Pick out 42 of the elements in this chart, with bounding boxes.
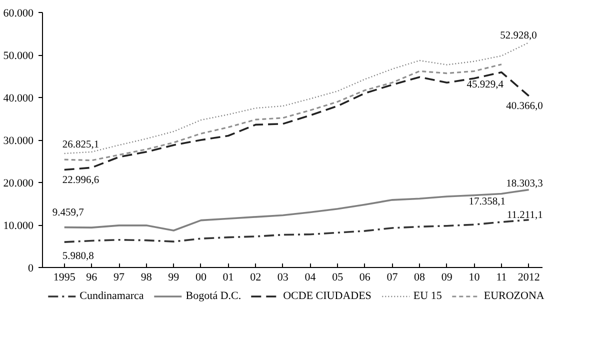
x-tick-label: 00: [195, 272, 207, 284]
annotation: 18.303,3: [506, 178, 543, 190]
legend-label: EUROZONA: [484, 290, 544, 302]
y-tick-label: 10.000: [3, 220, 34, 232]
line-series: [64, 64, 502, 162]
x-tick-label: 02: [250, 272, 262, 284]
x-tick-label: 06: [359, 272, 371, 284]
x-tick-label: 07: [386, 272, 398, 284]
x-tick-label: 2012: [518, 272, 540, 284]
legend-label: OCDE CIUDADES: [283, 290, 372, 302]
x-tick-label: 11: [496, 272, 507, 284]
x-tick-label: 10: [468, 272, 480, 284]
x-tick-label: 03: [277, 272, 289, 284]
x-tick-label: 01: [222, 272, 234, 284]
x-tick-label: 05: [332, 272, 344, 284]
annotation: 11.211,1: [506, 210, 543, 221]
annotation: 45.929,4: [466, 79, 504, 90]
y-tick-label: 0: [28, 262, 34, 274]
x-tick-label: 08: [414, 272, 426, 284]
x-tick-label: 99: [168, 272, 180, 284]
x-tick-label: 1995: [53, 272, 76, 284]
legend-label: Bogotá D.C.: [186, 290, 242, 302]
legend-label: EU 15: [413, 290, 442, 302]
x-tick-label: 09: [441, 272, 453, 284]
annotation: 26.825,1: [62, 139, 100, 150]
y-tick-label: 50.000: [3, 50, 34, 62]
annotation: 5.980,8: [62, 251, 94, 262]
annotation: 40.366,0: [506, 100, 543, 112]
annotation: 9.459,7: [52, 207, 84, 218]
annotation: 17.358,1: [468, 196, 506, 208]
x-tick-label: 96: [86, 272, 98, 284]
annotation: 52.928,0: [500, 30, 537, 42]
x-tick-label: 04: [304, 272, 316, 284]
y-tick-label: 40.000: [3, 92, 34, 104]
annotation: 22.996,6: [62, 174, 100, 186]
y-tick-label: 20.000: [3, 178, 34, 190]
line-series: [63, 218, 530, 243]
y-tick-label: 60.000: [3, 8, 34, 20]
y-tick-label: 30.000: [3, 135, 34, 147]
x-tick-label: 97: [114, 272, 126, 284]
x-tick-label: 98: [140, 272, 152, 284]
legend-label: Cundinamarca: [80, 290, 144, 302]
